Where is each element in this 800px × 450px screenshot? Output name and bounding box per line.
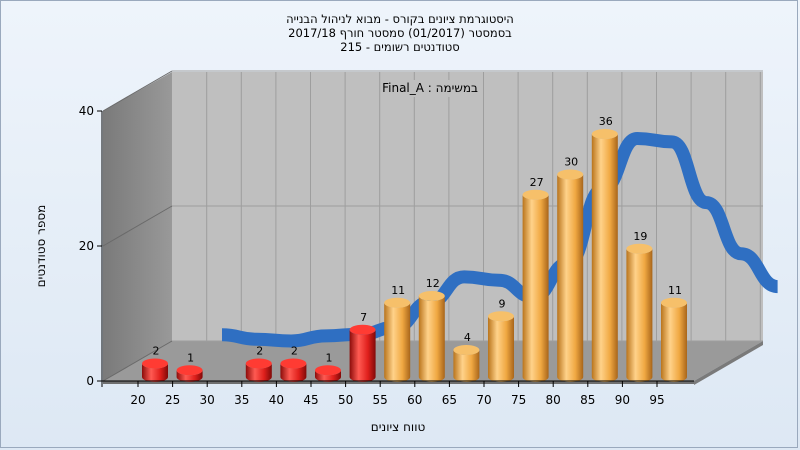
chart-title-line-3: סטודנטים רשומים - 215 [340,40,460,54]
x-tick-label-40: 40 [269,393,284,407]
bar-45: 1 [315,351,341,382]
bar-body-90 [626,248,653,382]
bar-70: 9 [488,297,514,382]
x-tick-label-20: 20 [130,393,145,407]
bar-55: 11 [384,284,411,382]
chart-title-line-2: בסמסטר (01/2017) סמסטר חורף 2017/18 [288,26,512,40]
gridline-side-0 [102,340,173,382]
x-tick-label-90: 90 [615,393,630,407]
data-label-35: 2 [256,345,263,358]
x-tick-label-60: 60 [407,393,422,407]
x-tick-label-45: 45 [303,393,318,407]
bar-top-25 [176,365,203,376]
x-tick-label-55: 55 [373,393,388,407]
bar-body-35 [245,363,272,382]
data-label-60: 12 [426,277,440,290]
bar-35: 2 [245,345,272,382]
data-label-75: 27 [530,176,544,189]
right-edge [694,341,763,385]
bar-85: 36 [591,115,618,382]
data-label-20: 2 [153,345,160,358]
data-label-70: 9 [499,297,506,310]
y-tick-label-40: 40 [79,104,94,118]
bar-95: 11 [661,284,687,382]
bar-top-70 [488,311,514,322]
bar-body-40 [280,363,307,382]
bar-top-85 [591,129,618,139]
bar-top-80 [557,169,584,180]
chart-title-line-1: היסטוגרמת ציונים בקורס - מבוא לניהול הבנ… [286,12,514,26]
bar-75: 27 [522,176,549,382]
bar-80: 30 [557,156,584,382]
bar-body-85 [591,134,618,382]
data-label-40: 2 [291,345,298,358]
bar-top-75 [522,189,549,200]
data-label-50: 7 [360,311,367,324]
data-label-45: 1 [326,351,333,364]
data-label-95: 11 [668,284,682,297]
bar-top-65 [453,345,480,355]
bar-top-55 [384,297,411,308]
x-tick-label-30: 30 [200,393,215,407]
bar-65: 4 [453,331,480,382]
data-label-85: 36 [599,115,613,128]
bar-top-60 [418,291,445,301]
x-tick-label-95: 95 [649,393,664,407]
bar-body-45 [315,370,341,382]
x-tick-label-65: 65 [442,393,457,407]
y-tick-label-20: 20 [79,239,94,253]
bar-top-45 [315,365,341,376]
data-label-65: 4 [464,331,471,344]
x-tick-label-35: 35 [234,393,249,407]
data-label-55: 11 [391,284,405,297]
y-axis-title: מספר סטודנטים [34,205,48,288]
bar-top-95 [661,297,687,308]
x-tick-label-75: 75 [511,393,526,407]
bar-body-65 [453,350,480,382]
bar-body-20 [142,363,168,382]
axes-layer: 0 20 40 20 25 30 35 40 45 50 55 60 65 70 75 80 85 90 95 [79,104,694,407]
x-tick-label-80: 80 [546,393,561,407]
bar-body-55 [384,302,411,382]
bar-top-35 [245,358,272,369]
bar-body-60 [418,296,445,382]
x-tick-label-25: 25 [165,393,180,407]
y-tick-label-0: 0 [86,374,94,388]
bar-body-75 [522,194,549,382]
bar-body-50 [349,329,376,382]
bar-top-50 [349,324,376,335]
bar-top-40 [280,358,307,369]
data-label-90: 19 [633,230,647,243]
bar-body-25 [176,370,203,382]
gridline-side-2 [102,70,173,112]
data-label-25: 1 [187,351,194,364]
x-tick-label-70: 70 [476,393,491,407]
bar-top-90 [626,243,653,254]
bar-body-80 [557,174,584,382]
bar-50: 7 [349,311,376,382]
bar-40: 2 [280,345,307,382]
gridline-side-1 [102,205,173,247]
bar-60: 12 [418,277,445,382]
bar-25: 1 [176,351,203,382]
bar-top-20 [142,358,168,369]
bar-body-95 [661,302,687,382]
bar-body-70 [488,316,514,382]
trend-curve [221,131,779,348]
bar-20: 2 [142,345,168,382]
x-tick-label-50: 50 [338,393,353,407]
annotation-box [384,80,476,97]
data-label-80: 30 [564,156,578,169]
x-tick-label-85: 85 [580,393,595,407]
gridlines [102,70,763,382]
trend-curve-layer [221,131,779,348]
x-axis-title: טווח ציונים [371,420,426,434]
annotation-label: במשימה : Final_A [382,81,478,95]
bar-90: 19 [626,230,653,382]
floor-front-edge [103,381,694,384]
